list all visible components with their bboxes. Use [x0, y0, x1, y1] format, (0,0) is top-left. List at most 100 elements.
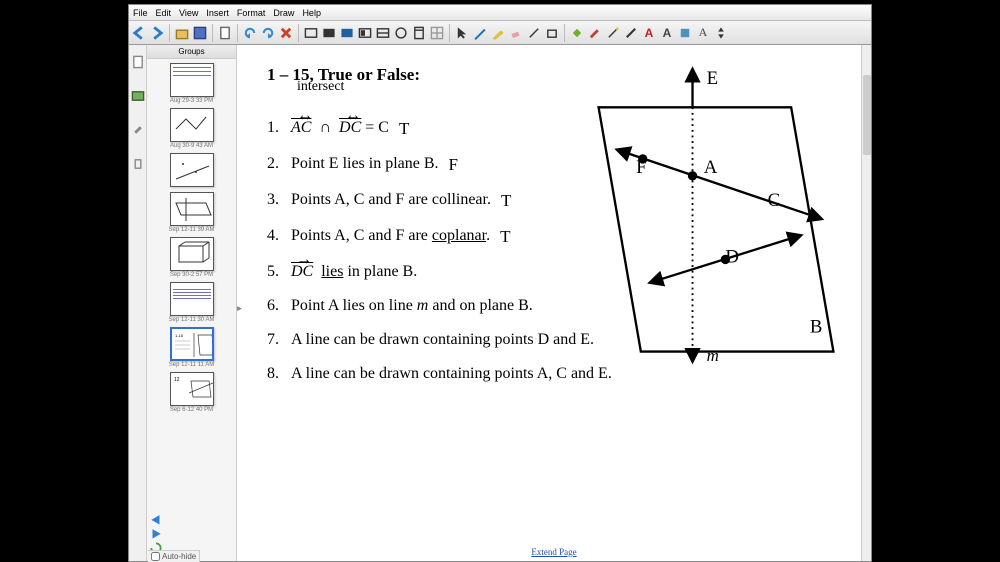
- menu-insert[interactable]: Insert: [206, 8, 229, 18]
- q5-num: 5.: [267, 263, 291, 281]
- menu-edit[interactable]: Edit: [156, 8, 172, 18]
- attach-icon[interactable]: [131, 157, 145, 171]
- pen3-icon[interactable]: [623, 25, 639, 41]
- autohide-label: Auto-hide: [162, 552, 196, 561]
- back-icon[interactable]: [131, 25, 147, 41]
- delete-icon[interactable]: [278, 25, 294, 41]
- thumbnail-1[interactable]: [170, 63, 214, 97]
- q6-num: 6.: [267, 297, 291, 315]
- save-icon[interactable]: [192, 25, 208, 41]
- thumb-date-5: Sep 30-2 57 PM: [151, 272, 232, 278]
- forward-icon[interactable]: [149, 25, 165, 41]
- thumbnail-3[interactable]: [170, 153, 214, 187]
- next-page-icon[interactable]: [149, 527, 163, 539]
- thumbnail-6[interactable]: [170, 282, 214, 316]
- thumb-header: Groups: [147, 45, 236, 59]
- eraser-icon[interactable]: [508, 25, 524, 41]
- timer-icon[interactable]: [393, 25, 409, 41]
- screen5-icon[interactable]: [375, 25, 391, 41]
- q7-num: 7.: [267, 331, 291, 349]
- q1-mark: T: [399, 119, 409, 139]
- q8-text: A line can be drawn containing points A,…: [291, 365, 612, 383]
- thumb-nav: [149, 513, 163, 553]
- paste-icon[interactable]: [217, 25, 233, 41]
- page-icon[interactable]: [131, 55, 145, 69]
- menu-draw[interactable]: Draw: [273, 8, 294, 18]
- screen4-icon[interactable]: [357, 25, 373, 41]
- pattern-icon[interactable]: [677, 25, 693, 41]
- thumb-date-7: Sep 12-11 11 AM: [151, 362, 232, 368]
- line-icon[interactable]: [526, 25, 542, 41]
- svg-text:12: 12: [174, 377, 180, 383]
- fill-icon[interactable]: [569, 25, 585, 41]
- screen1-icon[interactable]: [303, 25, 319, 41]
- q2-text: Point E lies in plane B.: [291, 155, 439, 175]
- q5-text: →DC lies in plane B.: [291, 263, 417, 281]
- extend-page-link[interactable]: Extend Page: [531, 547, 576, 557]
- redo-icon[interactable]: [260, 25, 276, 41]
- image-icon[interactable]: [131, 89, 145, 103]
- main-area: Groups Aug 29-3 33 PM Aug 30-9 43 AM Sep…: [129, 45, 871, 561]
- thumb-scroll[interactable]: Aug 29-3 33 PM Aug 30-9 43 AM Sep 12-11 …: [147, 59, 236, 561]
- thumb-date-1: Aug 29-3 33 PM: [151, 98, 232, 104]
- q4-post: .: [486, 227, 490, 244]
- open-icon[interactable]: [174, 25, 190, 41]
- brush-icon[interactable]: [131, 123, 145, 137]
- label-b: B: [810, 317, 823, 338]
- q5-lies: lies: [321, 263, 343, 280]
- geometry-diagram: E F A C D B m: [591, 65, 841, 375]
- q4-coplanar: coplanar: [432, 227, 486, 244]
- pen2-icon[interactable]: [587, 25, 603, 41]
- menu-help[interactable]: Help: [302, 8, 321, 18]
- updown-icon[interactable]: [713, 25, 729, 41]
- color-icon[interactable]: A: [641, 25, 657, 41]
- calc-icon[interactable]: [411, 25, 427, 41]
- q4-text: Points A, C and F are coplanar.: [291, 227, 490, 247]
- text-icon[interactable]: A: [659, 25, 675, 41]
- canvas[interactable]: ◂▸ 1 – 15, True or False: intersect 1. ↔…: [237, 45, 871, 561]
- highlighter-icon[interactable]: [490, 25, 506, 41]
- autohide-toggle[interactable]: Auto-hide: [148, 550, 200, 562]
- q6-text: Point A lies on line m and on plane B.: [291, 297, 533, 315]
- left-toolstrip: [129, 45, 147, 561]
- cursor-icon[interactable]: [454, 25, 470, 41]
- thumb-date-6: Sep 12-11 30 AM: [151, 317, 232, 323]
- plane-b: [599, 107, 834, 351]
- q3-mark: T: [501, 191, 511, 211]
- point-a: [688, 171, 697, 180]
- menu-file[interactable]: File: [133, 8, 148, 18]
- label-a: A: [704, 157, 718, 178]
- grid-icon[interactable]: [429, 25, 445, 41]
- thumb-date-4: Sep 12-11 39 AM: [151, 227, 232, 233]
- shape-icon[interactable]: [544, 25, 560, 41]
- q7-text: A line can be drawn containing points D …: [291, 331, 594, 349]
- thumbnail-panel: Groups Aug 29-3 33 PM Aug 30-9 43 AM Sep…: [147, 45, 237, 561]
- thumbnail-8[interactable]: 12: [170, 372, 214, 406]
- label-c: C: [768, 190, 781, 211]
- annotation-intersect: intersect: [297, 79, 344, 95]
- label-f: F: [636, 157, 646, 178]
- prev-page-icon[interactable]: [149, 513, 163, 525]
- q2-num: 2.: [267, 155, 291, 175]
- thumb-date-2: Aug 30-9 43 AM: [151, 143, 232, 149]
- menu-view[interactable]: View: [179, 8, 198, 18]
- font-icon[interactable]: A: [695, 25, 711, 41]
- screen2-icon[interactable]: [321, 25, 337, 41]
- q6-pre: Point A lies on line: [291, 297, 417, 314]
- menu-format[interactable]: Format: [237, 8, 266, 18]
- thumbnail-5[interactable]: [170, 237, 214, 271]
- menubar: File Edit View Insert Format Draw Help: [129, 5, 871, 21]
- q6-post: and on plane B.: [428, 297, 532, 314]
- thumbnail-7[interactable]: 1-15: [170, 327, 214, 361]
- undo-icon[interactable]: [242, 25, 258, 41]
- label-d: D: [725, 246, 739, 267]
- wand-icon[interactable]: [605, 25, 621, 41]
- q1-rest: = C: [365, 119, 389, 136]
- thumbnail-4[interactable]: [170, 192, 214, 226]
- label-e: E: [707, 68, 718, 89]
- q4-mark: T: [500, 227, 510, 247]
- autohide-checkbox[interactable]: [151, 552, 160, 561]
- thumbnail-2[interactable]: [170, 108, 214, 142]
- pen-icon[interactable]: [472, 25, 488, 41]
- screen3-icon[interactable]: [339, 25, 355, 41]
